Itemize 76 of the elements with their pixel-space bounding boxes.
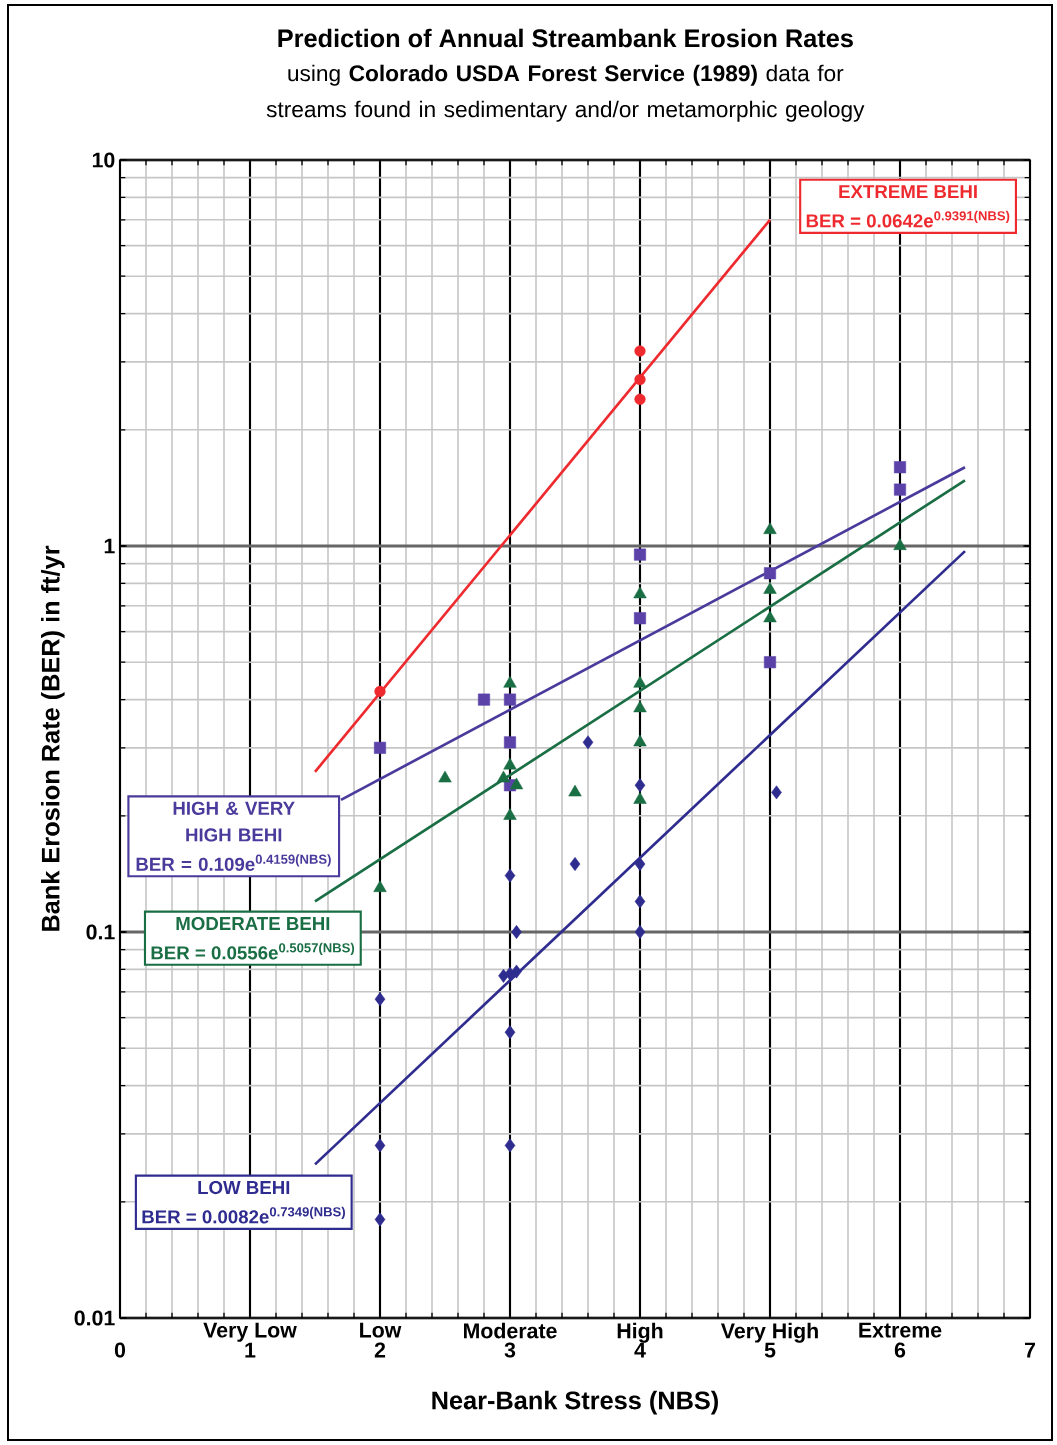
text: Moderate bbox=[464, 1322, 557, 1339]
point bbox=[374, 1138, 386, 1153]
point bbox=[634, 393, 646, 405]
point bbox=[511, 964, 522, 979]
point bbox=[374, 685, 386, 698]
point bbox=[634, 612, 646, 625]
point bbox=[893, 538, 907, 550]
point bbox=[373, 880, 387, 892]
point bbox=[634, 925, 646, 939]
y-tick-label: 1 bbox=[104, 538, 115, 554]
point bbox=[374, 1212, 386, 1227]
point bbox=[633, 586, 647, 599]
annotation: BER = 0.0556e$^{0.5057(NBS)}$ bbox=[151, 942, 355, 960]
point bbox=[569, 857, 581, 871]
x-tick-label: 0 bbox=[114, 1342, 126, 1358]
x-axis-title: Near-Bank Stress (NBS) bbox=[432, 1390, 718, 1415]
point bbox=[763, 522, 777, 534]
point bbox=[504, 736, 516, 749]
point bbox=[504, 868, 516, 883]
point bbox=[894, 461, 907, 474]
text: Extreme bbox=[859, 1322, 942, 1338]
point bbox=[504, 1025, 516, 1040]
point bbox=[633, 792, 647, 804]
point bbox=[894, 483, 907, 496]
text: Low bbox=[360, 1322, 402, 1338]
point bbox=[633, 676, 647, 688]
point bbox=[504, 693, 516, 706]
chart-title: Prediction of Annual Streambank Erosion Rates bbox=[278, 28, 853, 48]
point bbox=[764, 656, 777, 669]
point bbox=[633, 734, 647, 747]
y-tick-label: 0.1 bbox=[86, 924, 115, 940]
point bbox=[438, 770, 452, 783]
x-tick-label: 2 bbox=[374, 1342, 386, 1358]
point bbox=[634, 345, 646, 357]
point bbox=[511, 925, 522, 939]
annotation: BER = 0.0642e$^{0.9391(NBS)}$ bbox=[806, 210, 1010, 228]
point bbox=[634, 894, 646, 909]
point bbox=[633, 700, 647, 713]
point bbox=[582, 735, 594, 750]
annotation: BER = 0.109e$^{0.4159(NBS)}$ bbox=[136, 854, 331, 871]
point bbox=[568, 784, 582, 797]
point bbox=[634, 778, 646, 793]
series-label: LOW BEHI bbox=[198, 1180, 290, 1195]
series-label: MODERATE BEHI bbox=[176, 916, 330, 931]
x-tick-label: 5 bbox=[764, 1342, 776, 1358]
point bbox=[634, 857, 646, 871]
y-axis-title: Bank Erosion Rate (BER) in ft/yr bbox=[41, 545, 65, 931]
text: Very High bbox=[720, 1322, 818, 1343]
annotation: BER = 0.0082e$^{0.7349(NBS)}$ bbox=[142, 1206, 345, 1224]
x-tick-label: 6 bbox=[894, 1342, 906, 1358]
text: High bbox=[617, 1322, 663, 1343]
point bbox=[634, 548, 646, 561]
point bbox=[374, 992, 386, 1007]
x-tick-label: 1 bbox=[245, 1342, 256, 1358]
y-tick-label: 10 bbox=[92, 152, 115, 168]
point bbox=[477, 693, 490, 706]
point bbox=[496, 770, 511, 783]
point bbox=[503, 808, 517, 820]
point bbox=[509, 777, 524, 790]
chart-subtitle: using Colorado USDA Forest Service (1989) data for streams found in sedimentary and/or metamorphic geology bbox=[266, 64, 865, 122]
point bbox=[634, 373, 646, 386]
point bbox=[503, 676, 517, 688]
text: HIGH & VERY HIGH BEHI bbox=[173, 801, 295, 842]
x-tick-label: 7 bbox=[1024, 1342, 1035, 1358]
text: EXTREME BEHI bbox=[839, 185, 977, 198]
x-tick-label: 4 bbox=[634, 1342, 646, 1358]
y-tick-label: 0.01 bbox=[74, 1310, 115, 1326]
x-tick-label: 3 bbox=[504, 1342, 516, 1358]
point bbox=[763, 610, 777, 623]
point bbox=[763, 582, 777, 594]
point bbox=[504, 1138, 516, 1153]
point bbox=[374, 741, 386, 754]
point bbox=[764, 567, 777, 580]
point bbox=[503, 757, 517, 770]
point bbox=[771, 785, 782, 800]
text: Very Low bbox=[203, 1322, 297, 1342]
